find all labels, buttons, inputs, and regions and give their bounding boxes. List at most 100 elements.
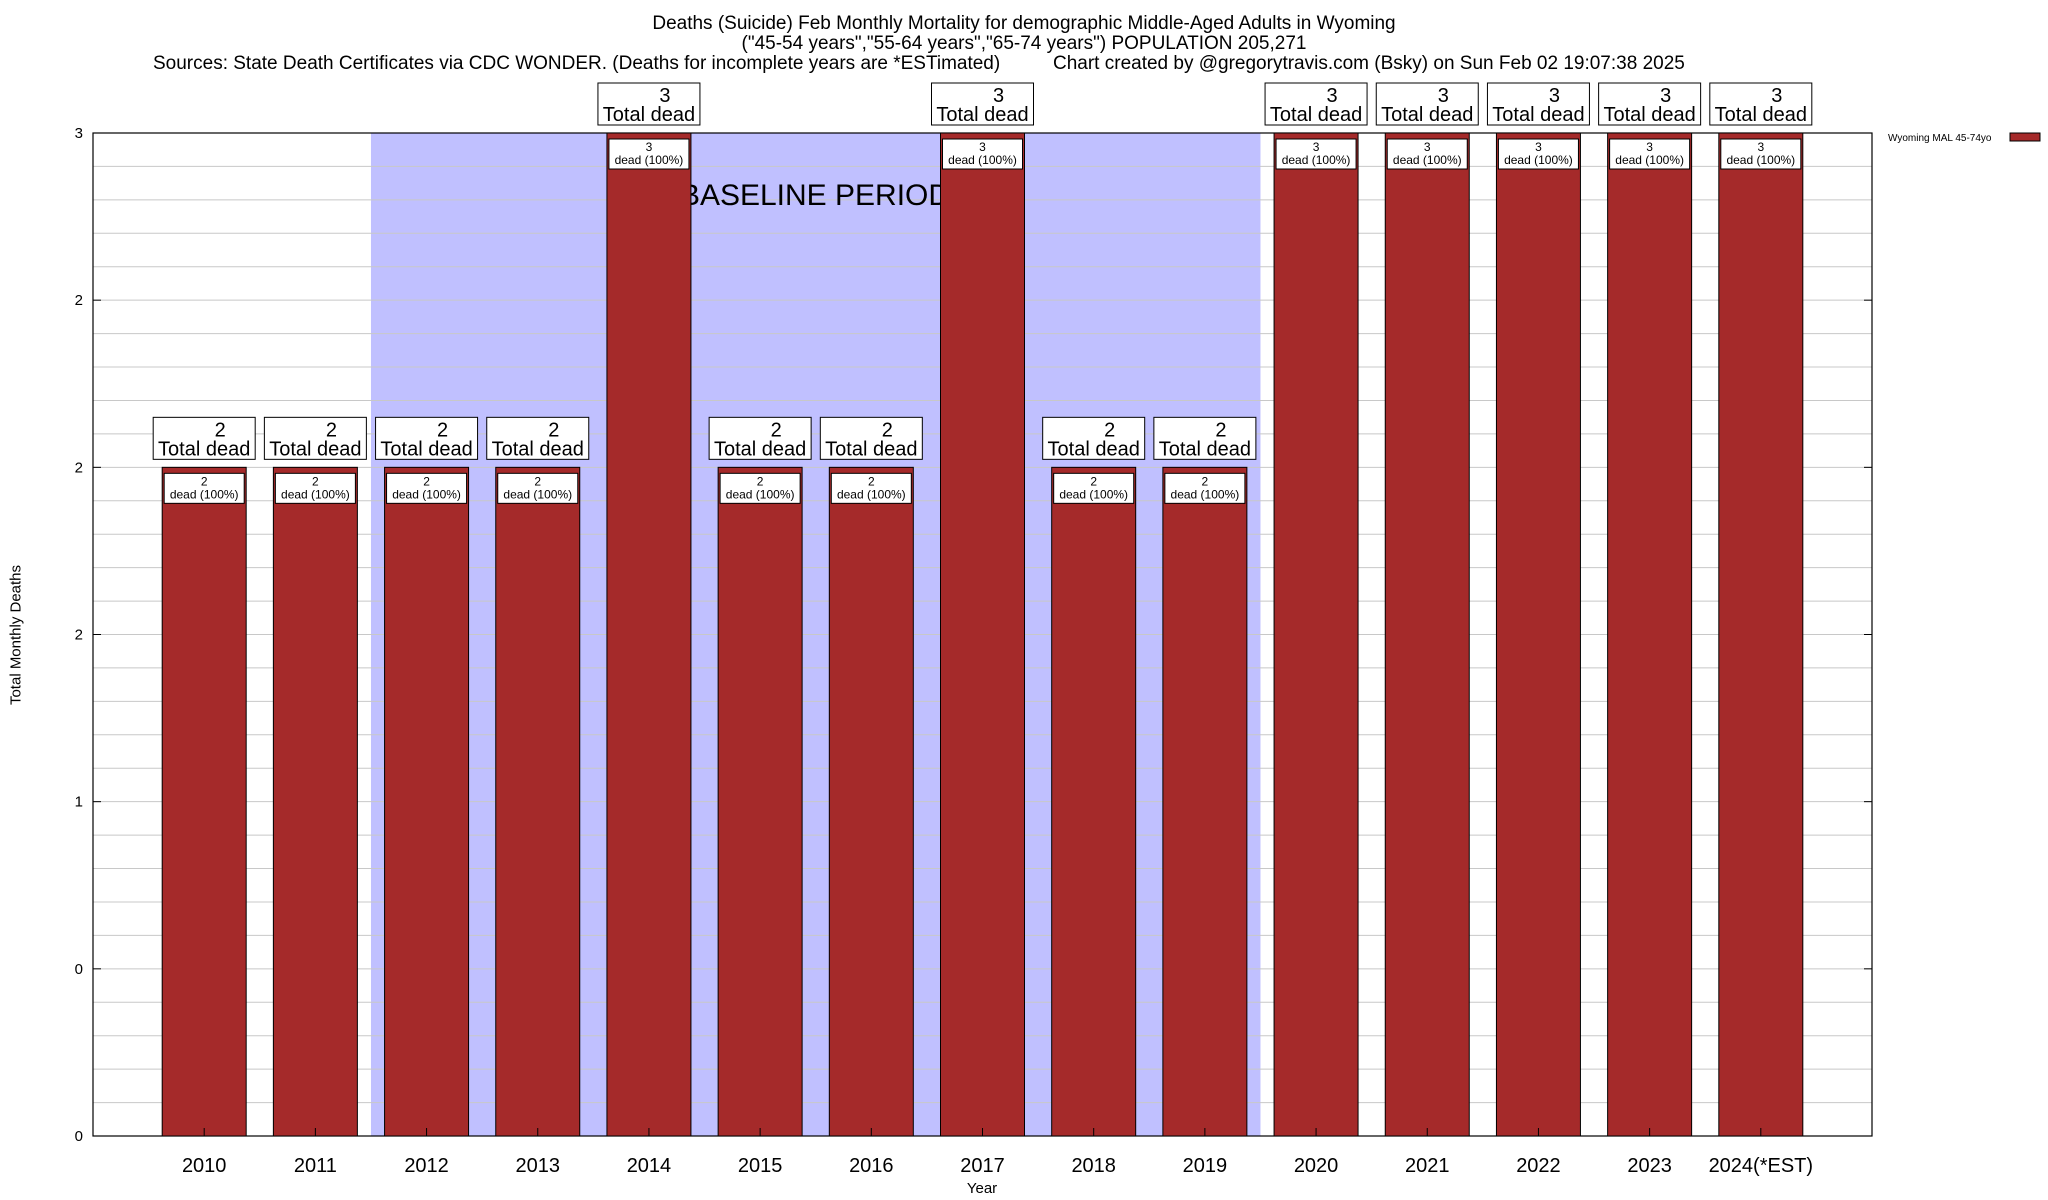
title-line-2: ("45-54 years","55-64 years","65-74 year… — [741, 33, 1307, 54]
bar-inner-label: dead (100%) — [615, 153, 684, 167]
bar-inner-label-box — [719, 472, 801, 504]
bar-inner-count: 2 — [423, 474, 430, 488]
y-tick-label: 1 — [75, 794, 83, 811]
bar-inner-label-box — [1164, 472, 1246, 504]
bar-total-label-box — [597, 82, 701, 126]
bar-inner-label-box — [497, 472, 579, 504]
source-note: Sources: State Death Certificates via CD… — [153, 53, 1001, 74]
bar-total-label: Total dead — [1270, 104, 1362, 126]
bar-inner-label-box — [163, 472, 245, 504]
bar-inner-count: 3 — [1757, 140, 1764, 154]
bar — [1607, 132, 1693, 1137]
bar-total-label: Total dead — [1048, 438, 1140, 460]
bar-inner-label-box — [1275, 138, 1357, 170]
bar-total-count: 2 — [771, 419, 782, 441]
bar-inner-count: 3 — [646, 140, 653, 154]
bar-inner-count: 2 — [868, 474, 875, 488]
bar-total-label: Total dead — [492, 438, 584, 460]
bar-total-count: 2 — [882, 419, 893, 441]
bar-total-count: 3 — [1771, 85, 1782, 107]
bar — [940, 132, 1025, 1137]
bar — [1273, 132, 1359, 1137]
bar-inner-label-box — [1720, 138, 1802, 170]
x-tick-label: 2015 — [738, 1155, 783, 1177]
bar-inner-count: 2 — [1090, 474, 1097, 488]
x-tick-label: 2010 — [182, 1155, 227, 1177]
bar-inner-count: 3 — [979, 140, 986, 154]
bar-total-label-box — [1709, 82, 1813, 126]
bar-inner-label: dead (100%) — [1059, 487, 1128, 501]
bar-total-label: Total dead — [269, 438, 361, 460]
bar-total-count: 3 — [1660, 85, 1671, 107]
bar-total-label-box — [1486, 82, 1590, 126]
baseline-period-label: BASELINE PERIOD — [680, 179, 950, 212]
bar-total-count: 2 — [1215, 419, 1226, 441]
bar-total-label-box — [819, 416, 923, 460]
bar-inner-label-box — [274, 472, 356, 504]
bar-total-label-box — [1264, 82, 1368, 126]
bar — [272, 466, 358, 1137]
y-tick-label: 0 — [75, 961, 83, 978]
bar-inner-label-box — [386, 472, 468, 504]
legend-swatch — [2009, 132, 2041, 142]
x-tick-label: 2011 — [294, 1155, 337, 1177]
x-tick-label: 2016 — [849, 1155, 894, 1177]
bar-total-label: Total dead — [1159, 438, 1251, 460]
bar-inner-label-box — [1386, 138, 1468, 170]
bar-inner-label: dead (100%) — [392, 487, 461, 501]
bar-total-label-box — [1042, 416, 1146, 460]
bar-total-label-box — [1598, 82, 1702, 126]
y-tick-label: 2 — [75, 292, 83, 309]
bar-total-label: Total dead — [380, 438, 472, 460]
bar-inner-count: 3 — [1313, 140, 1320, 154]
bar-inner-label: dead (100%) — [1504, 153, 1573, 167]
x-tick-label: 2024(*EST) — [1709, 1155, 1814, 1177]
bar — [1051, 466, 1137, 1137]
bar-inner-count: 2 — [757, 474, 764, 488]
bar-inner-label: dead (100%) — [1615, 153, 1684, 167]
bar-total-label: Total dead — [1603, 104, 1695, 126]
bar — [495, 466, 581, 1137]
bar — [1162, 466, 1248, 1137]
credit-note: Chart created by @gregorytravis.com (Bsk… — [1053, 53, 1685, 74]
bar-total-label-box — [152, 416, 256, 460]
bar — [717, 466, 803, 1137]
bar — [1495, 132, 1581, 1137]
bar-total-count: 2 — [326, 419, 337, 441]
bar — [384, 466, 470, 1137]
bar — [828, 466, 914, 1137]
bar-total-label: Total dead — [1715, 104, 1807, 126]
bar-total-label-box — [486, 416, 590, 460]
x-tick-label: 2017 — [960, 1155, 1005, 1177]
x-tick-label: 2018 — [1071, 1155, 1116, 1177]
bar — [1718, 132, 1804, 1137]
bar-total-label: Total dead — [158, 438, 250, 460]
title-line-3: Sources: State Death Certificates via CD… — [0, 54, 2048, 74]
bar-total-count: 3 — [1438, 85, 1449, 107]
x-tick-label: 2022 — [1516, 1155, 1561, 1177]
bar-inner-label: dead (100%) — [948, 153, 1017, 167]
bar-total-label-box — [1153, 416, 1257, 460]
bar-inner-count: 3 — [1535, 140, 1542, 154]
x-tick-label: 2021 — [1405, 1155, 1450, 1177]
bar-total-count: 3 — [659, 85, 670, 107]
bar-total-label-box — [375, 416, 479, 460]
bar-inner-label-box — [830, 472, 912, 504]
bar-total-count: 2 — [1104, 419, 1115, 441]
bar — [606, 132, 692, 1137]
bar-inner-label: dead (100%) — [726, 487, 795, 501]
bar-total-count: 2 — [437, 419, 448, 441]
x-tick-label: 2023 — [1627, 1155, 1672, 1177]
bar-total-count: 3 — [993, 85, 1004, 107]
bar-inner-count: 2 — [201, 474, 208, 488]
y-tick-label: 2 — [75, 627, 83, 644]
bar-inner-label-box — [1609, 138, 1691, 170]
x-tick-label: 2019 — [1183, 1155, 1228, 1177]
bar-inner-count: 2 — [312, 474, 319, 488]
bar-inner-label: dead (100%) — [1726, 153, 1795, 167]
bar-total-count: 2 — [548, 419, 559, 441]
bar-inner-label: dead (100%) — [1393, 153, 1462, 167]
bar-total-label-box — [931, 82, 1034, 126]
bar-total-label: Total dead — [1381, 104, 1473, 126]
bar-inner-label: dead (100%) — [281, 487, 350, 501]
